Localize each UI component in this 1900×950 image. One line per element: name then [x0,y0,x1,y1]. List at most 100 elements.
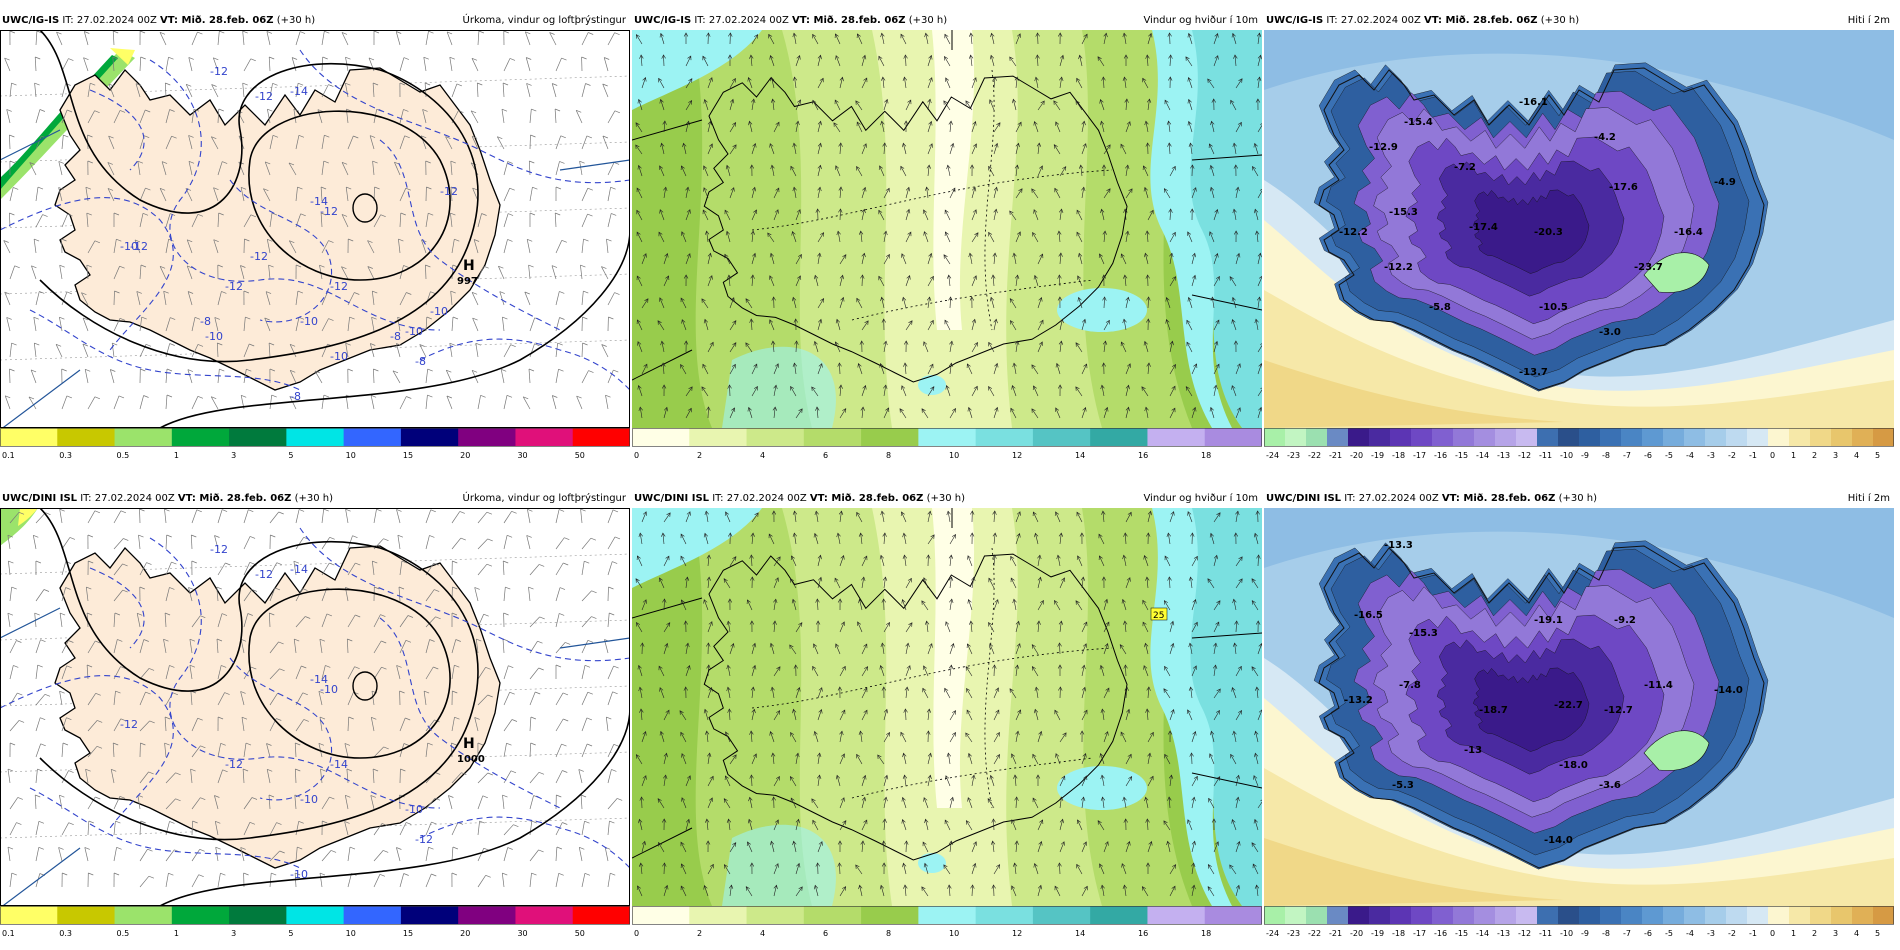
wind-arrow [835,165,841,177]
wind-arrow [751,34,758,45]
wind-arrow [834,578,841,589]
wind-arrow [971,121,976,133]
wind-arrow [707,797,713,809]
wind-arrow [1169,775,1172,787]
high-pressure-letter: H [463,736,475,752]
wind-arrow [1147,686,1150,699]
wind-arrow [707,143,713,155]
map-canvas: -12 -14 -12 -14 -10 -12 -10 -12 -12 -10 -8 -8 -10 -10… [0,29,631,431]
colorbar-tick-label: -14 [1476,451,1489,460]
wind-barb [291,57,297,72]
wind-arrow [969,253,973,265]
wind-barb [555,873,560,888]
wind-arrow [751,99,755,111]
wind-barb [581,537,592,550]
colorbar-tick-label: 14 [1075,929,1085,938]
wind-barb [425,31,429,46]
wind-arrow [899,408,907,419]
wind-barb [607,110,616,124]
temperature-label: -14.0 [1714,685,1743,696]
wind-barb [83,57,89,72]
wind-arrow [681,319,687,331]
wind-barb [503,692,511,706]
wind-arrow [680,297,687,309]
wind-arrow [971,775,975,787]
wind-arrow [1169,886,1176,897]
wind-arrow [944,819,951,831]
wind-arrow [1146,708,1149,721]
wind-barb [269,850,280,862]
colorbar-tick-label: -24 [1266,929,1279,938]
wind-arrow [1169,32,1171,45]
wind-barb [9,343,12,358]
wind-arrow [663,643,668,655]
wind-arrow [1213,276,1220,287]
wind-arrow [636,210,643,221]
wind-arrow [814,885,819,897]
wind-arrow [856,298,863,309]
wind-barb [347,873,352,888]
wind-arrow [1097,820,1105,831]
wind-arrow [993,510,996,523]
wind-arrow [817,121,821,133]
wind-arrow [965,100,973,111]
wind-barb [345,343,349,358]
wind-arrow [1231,385,1237,397]
colorbar-tick-label: 0.3 [59,451,72,460]
wind-arrow [1191,665,1197,677]
wind-arrow [904,775,907,787]
wind-barb [61,665,68,680]
wind-arrow [966,709,973,721]
colorbar-tick-label: -17 [1413,929,1426,938]
wind-barb [555,743,562,758]
wind-arrow [856,512,863,523]
wind-barb [289,370,297,384]
isotherm-label: -12 [250,250,268,263]
wind-barb [113,796,121,810]
wind-barb [321,161,325,176]
wind-barb [472,187,479,202]
wind-barb [397,535,401,550]
wind-arrow [663,253,668,265]
wind-arrow [704,99,709,111]
wind-barb [139,395,144,410]
wind-barb [321,31,325,46]
wind-arrow [1059,775,1065,787]
wind-barb [165,213,171,228]
wind-barb [138,535,141,550]
wind-barb [113,318,121,332]
isotherm-line [419,816,631,869]
wind-barb [371,317,375,332]
wind-barb [448,795,453,810]
wind-arrow [1121,341,1127,353]
wind-arrow [945,775,951,787]
wind-barb [370,395,375,410]
wind-arrow [905,231,912,243]
colorbar-swatch [1600,906,1622,924]
wind-arrow [947,511,951,523]
wind-barb [451,665,455,680]
wind-barb [425,666,434,680]
wind-barb [87,693,96,706]
wind-arrow [1059,55,1064,67]
wind-arrow [1012,385,1017,397]
wind-barb [216,638,219,654]
colorbar-tick-label: 0 [1770,929,1775,938]
wind-barb [214,795,219,810]
wind-arrow [971,143,977,155]
wind-arrow [685,577,688,589]
wind-barb [295,31,301,46]
wind-barb [529,187,533,202]
wind-barb [396,847,401,862]
wind-arrow [1147,841,1152,853]
wind-barb [191,615,201,628]
wind-arrow [660,731,665,743]
colorbar: -24 -23 -22 -21 -20 -19 -18 -17 -16 -15 -14 -13 -12-… [1264,906,1894,940]
wind-barb [191,396,199,410]
wind-arrow [773,577,779,589]
wind-barb [269,668,280,680]
run-info: UWC/IG-IS IT: 27.02.2024 00Z VT: Mið. 28… [2,12,315,30]
wind-barb [581,616,592,628]
wind-arrow [814,275,819,287]
wind-arrow [751,665,756,677]
